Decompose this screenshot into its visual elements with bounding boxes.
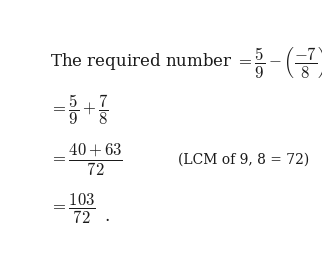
Text: The required number $= \dfrac{5}{9} - \left(\dfrac{-7}{8}\right)$: The required number $= \dfrac{5}{9} - \l… (50, 45, 322, 80)
Text: .: . (104, 208, 109, 225)
Text: $= \dfrac{5}{9} + \dfrac{7}{8}$: $= \dfrac{5}{9} + \dfrac{7}{8}$ (50, 93, 109, 127)
Text: (LCM of 9, 8 = 72): (LCM of 9, 8 = 72) (177, 152, 309, 167)
Text: $= \dfrac{40+63}{72}$: $= \dfrac{40+63}{72}$ (50, 141, 123, 178)
Text: $= \dfrac{103}{72}$: $= \dfrac{103}{72}$ (50, 192, 96, 226)
